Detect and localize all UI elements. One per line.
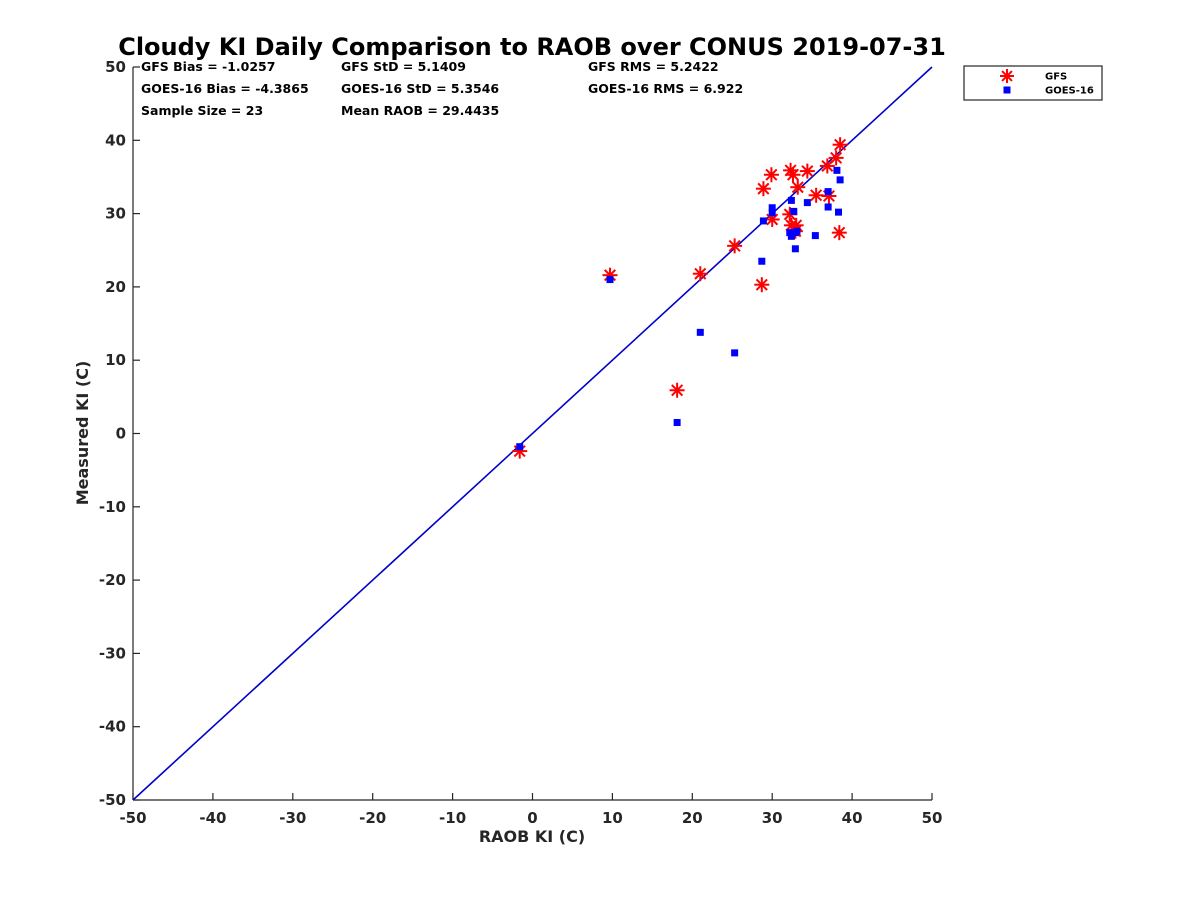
y-tick-label: -20 [99, 571, 126, 589]
x-tick-label: 40 [842, 809, 863, 827]
stat-text: GOES-16 StD = 5.3546 [341, 81, 499, 96]
x-tick-label: -20 [359, 809, 386, 827]
stat-text: GOES-16 Bias = -4.3865 [141, 81, 309, 96]
gfs-point [692, 266, 708, 282]
gfs-point [831, 225, 847, 241]
legend-label: GFS [1045, 72, 1067, 83]
legend-label: GOES-16 [1045, 86, 1094, 97]
stat-text: Mean RAOB = 29.4435 [341, 103, 499, 118]
goes16-point [758, 257, 766, 265]
goes16-point [803, 199, 811, 207]
x-tick-label: -10 [439, 809, 466, 827]
stat-text: GFS StD = 5.1409 [341, 59, 466, 74]
gfs-point [785, 167, 801, 183]
y-tick-label: 40 [105, 131, 126, 149]
goes16-point [673, 419, 681, 427]
legend: GFS GOES-16 [963, 65, 1103, 101]
series-layer [512, 137, 848, 459]
goes16-point [791, 245, 799, 253]
stat-text: GOES-16 RMS = 6.922 [588, 81, 743, 96]
goes16-point [833, 166, 841, 174]
y-tick-label: 20 [105, 278, 126, 296]
legend-box [963, 65, 1103, 101]
gfs-point [799, 163, 815, 179]
goes16-point [768, 209, 776, 217]
y-tick-label: -50 [99, 791, 126, 809]
goes16-point [811, 232, 819, 240]
gfs-point [790, 179, 806, 195]
goes16-point [824, 203, 832, 211]
legend-goes16-marker [1003, 86, 1011, 94]
x-tick-label: -40 [199, 809, 226, 827]
reference-line [132, 66, 933, 801]
gfs-point [763, 167, 779, 183]
goes16-point [516, 443, 524, 451]
goes16-point [786, 229, 794, 237]
x-tick-label: 10 [602, 809, 623, 827]
x-tick-label: -50 [119, 809, 146, 827]
x-axis-label: RAOB KI (C) [479, 827, 585, 846]
chart-title: Cloudy KI Daily Comparison to RAOB over … [118, 33, 946, 61]
x-tick-label: 0 [527, 809, 537, 827]
x-tick-label: 50 [922, 809, 943, 827]
stat-text: GFS RMS = 5.2422 [588, 59, 719, 74]
series-goes-16 [516, 166, 844, 451]
goes16-point [731, 349, 739, 357]
gfs-point [828, 150, 844, 166]
gfs-point [764, 211, 780, 227]
goes16-point [759, 217, 767, 225]
series-gfs [512, 137, 848, 459]
goes16-point [787, 232, 795, 240]
legend-gfs-marker [1000, 69, 1014, 83]
goes16-point [768, 204, 776, 212]
y-tick-label: 10 [105, 351, 126, 369]
gfs-point [755, 181, 771, 197]
gfs-point [808, 187, 824, 203]
goes16-point [787, 196, 795, 204]
gfs-point [727, 238, 743, 254]
goes16-point [836, 176, 844, 184]
gfs-point [669, 382, 685, 398]
stats-annotations: GFS Bias = -1.0257 GFS StD = 5.1409 GFS RM… [141, 59, 743, 118]
y-ticks: -50 -40 -30 -20 -10 0 10 20 30 40 50 [99, 58, 140, 809]
plot-area: -50 -40 -30 -20 -10 0 10 20 30 40 50 -50-40-30-20-… [99, 58, 943, 827]
reference-line-group [132, 66, 933, 801]
y-tick-label: 50 [105, 58, 126, 76]
goes16-point [791, 229, 799, 237]
y-tick-label: 30 [105, 205, 126, 223]
goes16-point [696, 328, 704, 336]
stat-text: Sample Size = 23 [141, 103, 263, 118]
x-tick-label: 20 [682, 809, 703, 827]
gfs-point [754, 277, 770, 293]
goes16-point [790, 207, 798, 215]
y-tick-label: -30 [99, 644, 126, 662]
gfs-point [602, 267, 618, 283]
y-axis-label: Measured KI (C) [73, 361, 92, 506]
y-tick-label: -40 [99, 718, 126, 736]
stat-text: GFS Bias = -1.0257 [141, 59, 275, 74]
x-tick-label: -30 [279, 809, 306, 827]
y-tick-label: -10 [99, 498, 126, 516]
gfs-point [832, 137, 848, 153]
goes16-point [835, 208, 843, 216]
goes16-point [824, 188, 832, 196]
x-tick-label: 30 [762, 809, 783, 827]
goes16-point [606, 276, 614, 284]
y-tick-label: 0 [116, 425, 126, 443]
x-ticks: -50 -40 -30 -20 -10 0 10 20 30 40 50 [119, 793, 942, 827]
